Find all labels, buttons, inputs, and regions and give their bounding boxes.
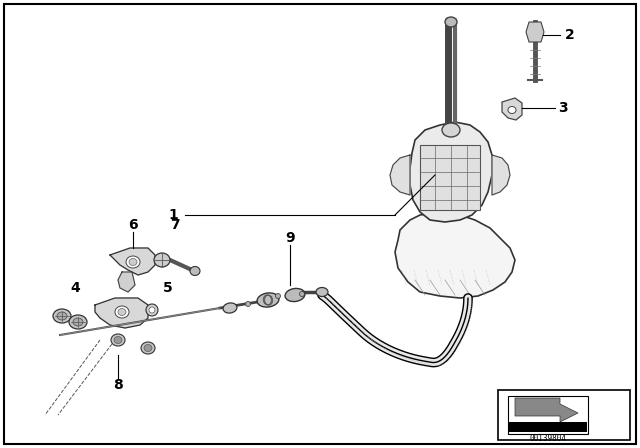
Ellipse shape: [144, 345, 152, 352]
Bar: [498, 390, 630, 440]
Ellipse shape: [118, 309, 126, 315]
Ellipse shape: [146, 304, 158, 316]
Polygon shape: [95, 298, 148, 328]
Polygon shape: [410, 122, 492, 222]
Polygon shape: [395, 212, 515, 298]
Text: 5: 5: [163, 281, 173, 295]
Polygon shape: [515, 398, 578, 422]
Polygon shape: [110, 248, 155, 275]
Ellipse shape: [316, 288, 328, 297]
Ellipse shape: [223, 303, 237, 313]
Polygon shape: [492, 155, 510, 195]
Ellipse shape: [442, 123, 460, 137]
Ellipse shape: [141, 342, 155, 354]
Ellipse shape: [190, 267, 200, 276]
Text: 9: 9: [285, 231, 295, 245]
Ellipse shape: [114, 336, 122, 344]
Ellipse shape: [275, 293, 280, 298]
Text: 1: 1: [168, 208, 178, 222]
Bar: [420, 145, 480, 210]
Ellipse shape: [154, 253, 170, 267]
Ellipse shape: [149, 307, 155, 313]
Ellipse shape: [508, 107, 516, 113]
Polygon shape: [502, 98, 522, 120]
Ellipse shape: [69, 315, 87, 329]
Ellipse shape: [126, 256, 140, 268]
Polygon shape: [390, 155, 410, 195]
Ellipse shape: [445, 17, 457, 27]
Polygon shape: [526, 22, 544, 42]
Ellipse shape: [57, 312, 67, 320]
Ellipse shape: [129, 258, 137, 266]
Ellipse shape: [73, 318, 83, 326]
Text: 7: 7: [170, 218, 180, 232]
Ellipse shape: [257, 293, 279, 307]
Text: 3: 3: [558, 101, 568, 115]
Ellipse shape: [115, 306, 129, 318]
Bar: [509, 422, 587, 432]
Text: 2: 2: [565, 28, 575, 42]
Ellipse shape: [300, 292, 305, 297]
Ellipse shape: [111, 334, 125, 346]
Text: 8: 8: [113, 378, 123, 392]
Text: 4: 4: [70, 281, 80, 295]
Bar: [508, 396, 588, 434]
Polygon shape: [118, 272, 135, 292]
Ellipse shape: [246, 302, 250, 306]
Text: 00139804: 00139804: [529, 434, 566, 443]
Ellipse shape: [53, 309, 71, 323]
Ellipse shape: [285, 289, 305, 302]
Text: 6: 6: [128, 218, 138, 232]
